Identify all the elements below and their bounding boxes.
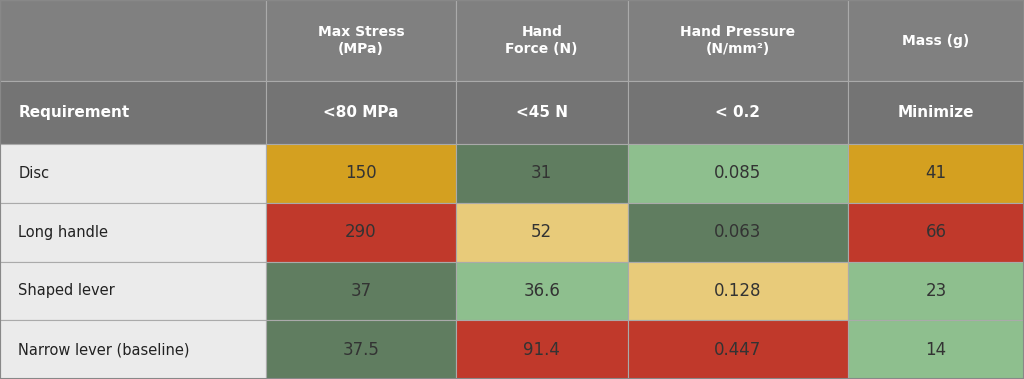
Bar	[456, 0, 628, 81]
Text: <45 N: <45 N	[516, 105, 567, 120]
Bar	[266, 81, 456, 144]
Text: Shaped lever: Shaped lever	[18, 283, 115, 298]
Bar	[0, 203, 266, 262]
Text: 14: 14	[926, 341, 946, 359]
Text: 41: 41	[926, 164, 946, 182]
Bar	[628, 81, 848, 144]
Text: < 0.2: < 0.2	[716, 105, 760, 120]
Text: Max Stress
(MPa): Max Stress (MPa)	[317, 25, 404, 56]
Bar	[0, 320, 266, 379]
Text: <80 MPa: <80 MPa	[324, 105, 398, 120]
Bar	[456, 203, 628, 262]
Bar	[456, 262, 628, 320]
Text: 0.085: 0.085	[714, 164, 762, 182]
Bar	[266, 320, 456, 379]
Text: Mass (g): Mass (g)	[902, 34, 970, 48]
Bar	[628, 320, 848, 379]
Text: Long handle: Long handle	[18, 225, 109, 240]
Bar	[266, 144, 456, 203]
Text: Narrow lever (baseline): Narrow lever (baseline)	[18, 342, 189, 357]
Text: 0.128: 0.128	[714, 282, 762, 300]
Bar	[848, 144, 1024, 203]
Text: 37.5: 37.5	[342, 341, 380, 359]
Bar	[266, 203, 456, 262]
Text: 23: 23	[926, 282, 946, 300]
Text: 91.4: 91.4	[523, 341, 560, 359]
Bar	[628, 203, 848, 262]
Bar	[848, 0, 1024, 81]
Text: 0.063: 0.063	[714, 223, 762, 241]
Bar	[848, 262, 1024, 320]
Text: 37: 37	[350, 282, 372, 300]
Bar	[266, 0, 456, 81]
Bar	[456, 81, 628, 144]
Bar	[628, 0, 848, 81]
Bar	[628, 144, 848, 203]
Text: Disc: Disc	[18, 166, 49, 181]
Text: 290: 290	[345, 223, 377, 241]
Text: 36.6: 36.6	[523, 282, 560, 300]
Text: 66: 66	[926, 223, 946, 241]
Text: 150: 150	[345, 164, 377, 182]
Bar	[456, 144, 628, 203]
Bar	[0, 0, 266, 81]
Text: Hand
Force (N): Hand Force (N)	[506, 25, 578, 56]
Bar	[848, 81, 1024, 144]
Bar	[0, 262, 266, 320]
Bar	[0, 81, 266, 144]
Bar	[456, 320, 628, 379]
Text: Hand Pressure
(N/mm²): Hand Pressure (N/mm²)	[680, 25, 796, 56]
Text: 52: 52	[531, 223, 552, 241]
Bar	[628, 262, 848, 320]
Bar	[266, 262, 456, 320]
Bar	[0, 144, 266, 203]
Bar	[848, 203, 1024, 262]
Text: Requirement: Requirement	[18, 105, 130, 120]
Text: 0.447: 0.447	[714, 341, 762, 359]
Bar	[848, 320, 1024, 379]
Text: 31: 31	[531, 164, 552, 182]
Text: Minimize: Minimize	[898, 105, 974, 120]
